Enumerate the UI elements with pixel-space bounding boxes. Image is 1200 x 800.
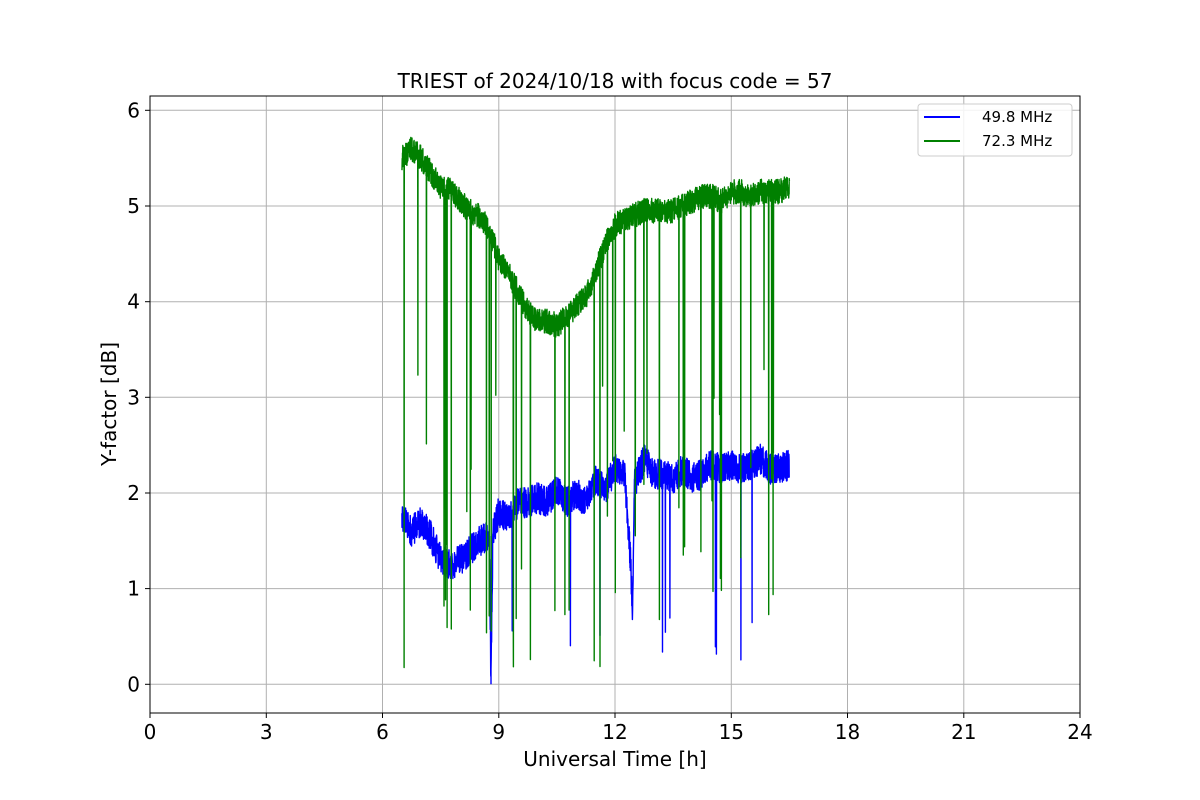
legend: 49.8 MHz 72.3 MHz xyxy=(917,103,1073,157)
y-tick-label: 3 xyxy=(127,385,140,409)
x-tick-label: 15 xyxy=(719,720,744,744)
y-tick-label: 0 xyxy=(127,672,140,696)
series-layer xyxy=(401,136,791,685)
series-line-72-3-mhz xyxy=(401,136,791,669)
y-tick-label: 2 xyxy=(127,481,140,505)
x-tick-label: 0 xyxy=(144,720,157,744)
chart-title: TRIEST of 2024/10/18 with focus code = 5… xyxy=(397,69,833,93)
x-axis-label: Universal Time [h] xyxy=(523,747,706,771)
x-tick-label: 3 xyxy=(260,720,273,744)
y-tick-label: 4 xyxy=(127,290,140,314)
x-tick-label: 6 xyxy=(376,720,389,744)
legend-label-49-8: 49.8 MHz xyxy=(982,108,1052,126)
x-tick-label: 21 xyxy=(951,720,976,744)
y-tick-label: 6 xyxy=(127,98,140,122)
x-tick-label: 24 xyxy=(1067,720,1092,744)
x-tick-label: 12 xyxy=(602,720,627,744)
x-tick-label: 9 xyxy=(492,720,505,744)
y-axis-label: Y-factor [dB] xyxy=(97,342,121,467)
y-tick-label: 1 xyxy=(127,577,140,601)
legend-label-72-3: 72.3 MHz xyxy=(982,132,1052,150)
y-tick-label: 5 xyxy=(127,194,140,218)
x-tick-label: 18 xyxy=(835,720,860,744)
